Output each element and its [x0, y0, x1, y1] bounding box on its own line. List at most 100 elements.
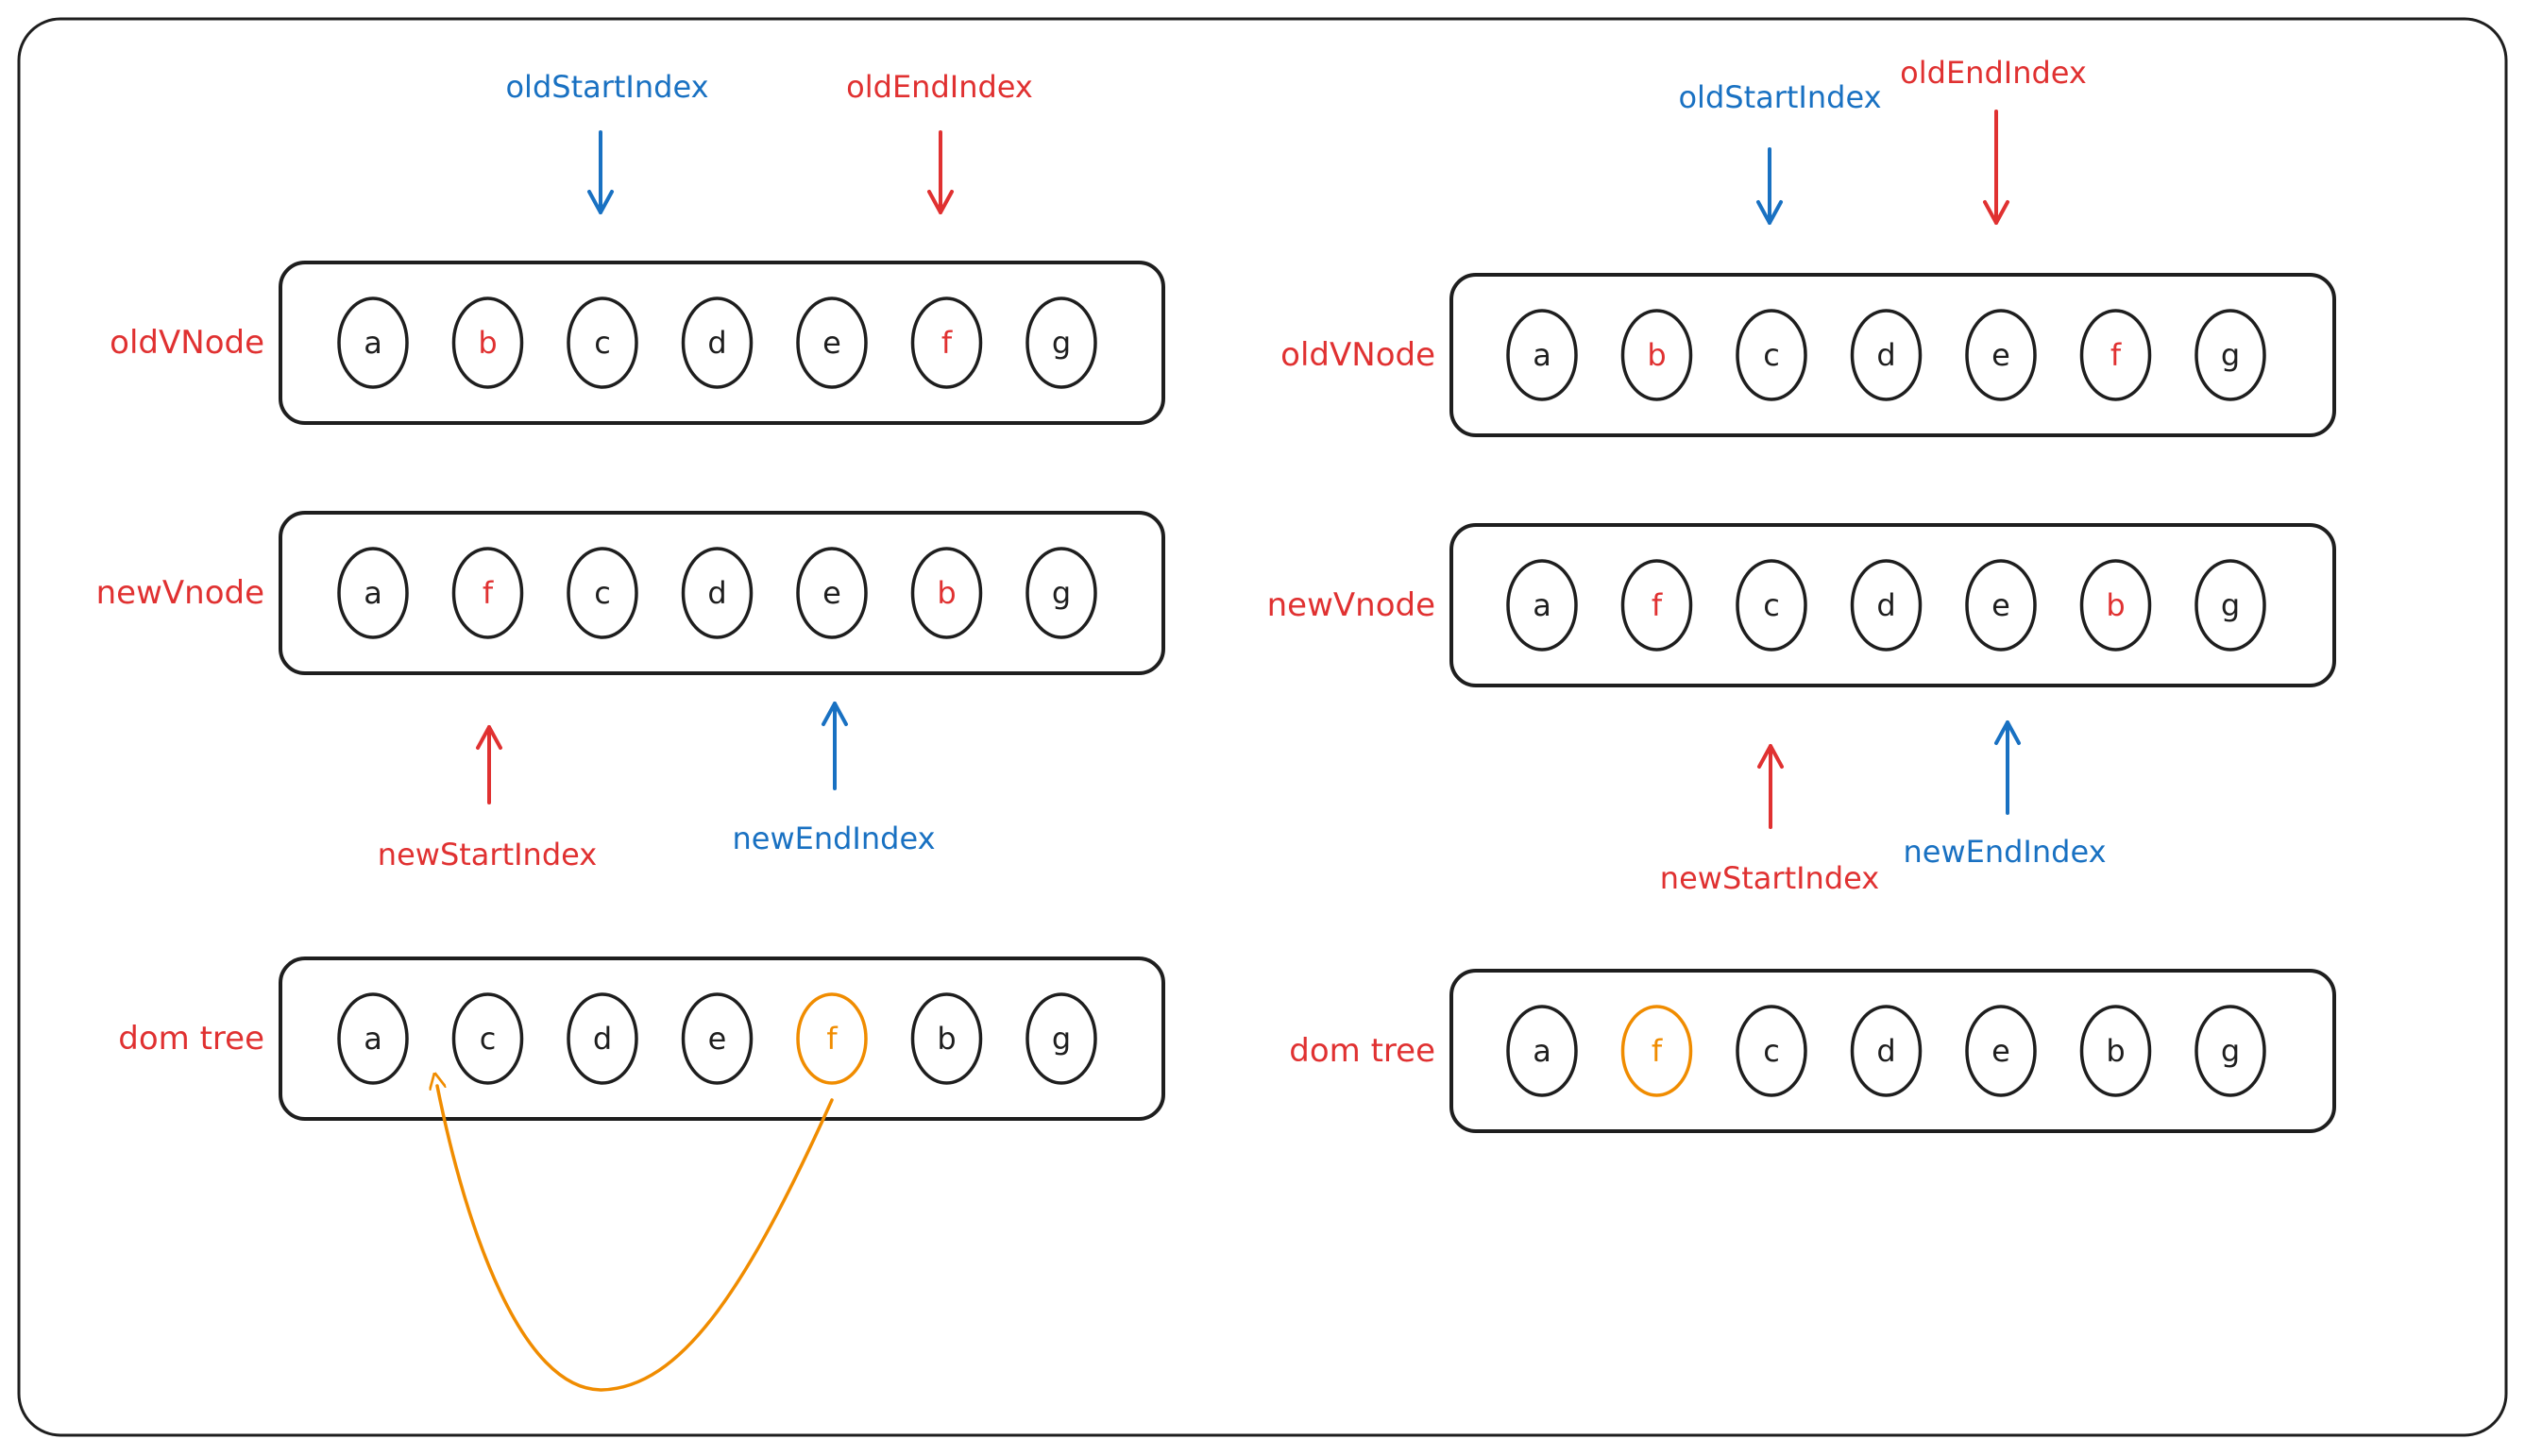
row-dom: dom tree a f c d e b g [1289, 969, 2336, 1133]
vnode-letter: b [937, 575, 956, 611]
pointer-arrow-head [1994, 720, 2021, 745]
pointer-new-end: newEndIndex [1903, 720, 2107, 870]
vnode-letter: d [707, 575, 726, 611]
vnode-circle [337, 296, 409, 389]
row-container [1449, 969, 2336, 1133]
vnode-letter: c [1763, 1033, 1780, 1069]
pointer-arrow-head [1983, 200, 2009, 225]
vnode-letter: f [1652, 587, 1663, 623]
vnode-b: b [1620, 309, 1693, 401]
vnode-circle [1506, 559, 1578, 652]
vnode-letter: b [2106, 587, 2125, 623]
vnode-letter: f [1652, 1033, 1663, 1069]
vnode-circle [1736, 559, 1807, 652]
vnode-circle [1025, 547, 1097, 639]
pointer-arrow-head [927, 190, 954, 214]
vnode-circle [910, 547, 983, 639]
vnode-letter: f [826, 1021, 838, 1057]
vnode-a: a [337, 992, 409, 1085]
vnode-b: b [451, 296, 524, 389]
vnode-g: g [1025, 296, 1097, 389]
pointer-label: newStartIndex [378, 837, 597, 872]
vnode-circle [2079, 309, 2152, 401]
vnode-d: d [567, 992, 638, 1085]
vnode-circle [796, 992, 868, 1085]
row-container [279, 957, 1165, 1121]
vnode-letter: b [937, 1021, 956, 1057]
vnode-circle [1965, 559, 2037, 652]
vnode-e: e [796, 296, 868, 389]
vnode-b: b [2079, 1005, 2152, 1097]
vnode-d: d [681, 547, 754, 639]
vnode-letter: d [593, 1021, 612, 1057]
vnode-e: e [1965, 1005, 2037, 1097]
vnode-c: c [451, 992, 524, 1085]
vnode-circle [796, 547, 868, 639]
vnode-circle [910, 296, 983, 389]
vnode-circle [1620, 559, 1693, 652]
vnode-letter: e [1991, 1033, 2010, 1069]
vnode-circle [2079, 559, 2152, 652]
vnode-letter: f [483, 575, 494, 611]
vnode-circle [1025, 296, 1097, 389]
vnode-f: f [2079, 309, 2152, 401]
vnode-circle [451, 547, 524, 639]
vnode-letter: d [1876, 587, 1895, 623]
vnode-letter: a [1533, 587, 1551, 623]
pointer-old-start: oldStartIndex [1678, 79, 1882, 225]
vnode-circle [910, 992, 983, 1085]
vnode-circle [1850, 1005, 1923, 1097]
vnode-letter: d [707, 325, 726, 361]
row-container [279, 261, 1165, 425]
vnode-g: g [2195, 309, 2266, 401]
vnode-letter: e [822, 575, 841, 611]
vnode-c: c [1736, 1005, 1807, 1097]
vnode-d: d [1850, 559, 1923, 652]
vnode-circle [567, 992, 638, 1085]
vnode-letter: c [480, 1021, 497, 1057]
vnode-d: d [681, 296, 754, 389]
vnode-g: g [2195, 1005, 2266, 1097]
vnode-letter: g [2221, 587, 2240, 623]
vnode-a: a [1506, 1005, 1578, 1097]
vnode-c: c [1736, 559, 1807, 652]
pointer-label: newStartIndex [1660, 860, 1879, 896]
move-arrow [437, 1086, 834, 1392]
row-new: newVnode a f c d e b g [96, 511, 1165, 675]
vnode-letter: a [364, 575, 382, 611]
pointer-new-end: newEndIndex [732, 702, 936, 856]
panel-right: oldVNode a b c d e f g newVnode a f c d e b g dom tree a f… [1267, 55, 2336, 1133]
vnode-b: b [910, 547, 983, 639]
vnode-f: f [451, 547, 524, 639]
vnode-circle [1850, 559, 1923, 652]
pointer-arrow-head [1756, 200, 1783, 225]
row-container [279, 511, 1165, 675]
vnode-d: d [1850, 1005, 1923, 1097]
vnode-circle [681, 992, 754, 1085]
vnode-letter: d [1876, 1033, 1895, 1069]
vnode-b: b [910, 992, 983, 1085]
vnode-letter: f [941, 325, 953, 361]
vnode-letter: f [2110, 337, 2122, 373]
vnode-letter: g [1052, 575, 1071, 611]
pointer-label: newEndIndex [732, 821, 935, 856]
vnode-circle [2195, 559, 2266, 652]
pointer-new-start: newStartIndex [1660, 744, 1879, 896]
vnode-circle [1620, 309, 1693, 401]
pointer-label: oldStartIndex [505, 69, 708, 105]
vnode-a: a [337, 547, 409, 639]
row-label: dom tree [118, 1020, 264, 1058]
vnode-circle [796, 296, 868, 389]
vnode-letter: g [1052, 325, 1071, 361]
vnode-circle [451, 296, 524, 389]
vnode-g: g [2195, 559, 2266, 652]
outer-frame [17, 17, 2508, 1437]
vnode-f: f [1620, 1005, 1693, 1097]
vnode-circle [1025, 992, 1097, 1085]
vnode-circle [1965, 309, 2037, 401]
vnode-f: f [796, 992, 868, 1085]
vnode-d: d [1850, 309, 1923, 401]
vnode-circle [567, 296, 638, 389]
vnode-letter: e [822, 325, 841, 361]
vnode-e: e [796, 547, 868, 639]
